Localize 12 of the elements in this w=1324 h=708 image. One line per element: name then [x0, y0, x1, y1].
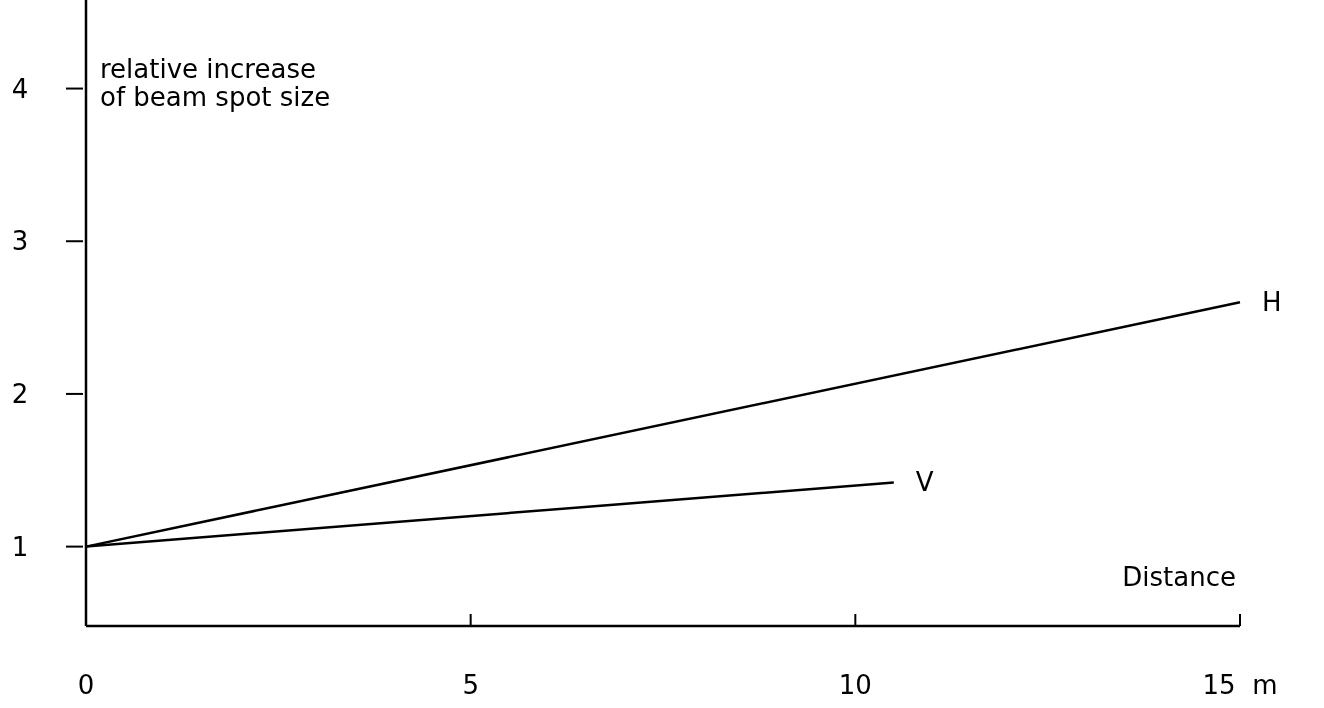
- series-label: V: [915, 467, 934, 498]
- y-tick-label: 1: [11, 531, 29, 562]
- x-tick-label: 10: [838, 670, 872, 700]
- y-tick-label: 4: [11, 73, 29, 104]
- y-axis-title: relative increase of beam spot size: [100, 54, 331, 112]
- x-tick-label: 15 m: [1202, 670, 1278, 700]
- series-label: H: [1262, 287, 1282, 318]
- x-tick-label: 5: [462, 670, 479, 700]
- x-axis-title: Distance: [1122, 562, 1236, 592]
- y-tick-label: 2: [11, 378, 29, 409]
- y-tick-label: 3: [11, 226, 29, 257]
- x-tick-label: 0: [77, 670, 95, 700]
